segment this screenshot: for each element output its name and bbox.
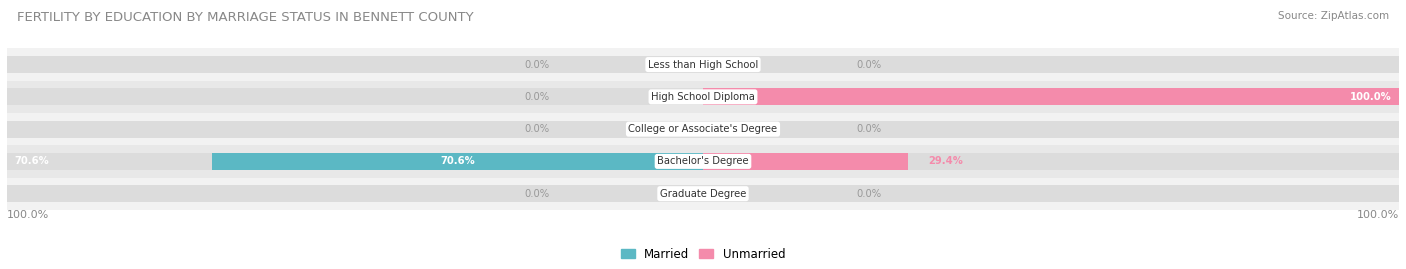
Bar — [703, 56, 1399, 73]
Bar — [7, 56, 703, 73]
Bar — [703, 121, 1399, 137]
Text: 100.0%: 100.0% — [1350, 92, 1392, 102]
Bar — [703, 153, 908, 170]
Text: 29.4%: 29.4% — [928, 156, 963, 167]
Text: 0.0%: 0.0% — [856, 189, 882, 199]
Text: Graduate Degree: Graduate Degree — [659, 189, 747, 199]
Text: Less than High School: Less than High School — [648, 59, 758, 70]
Text: 0.0%: 0.0% — [524, 92, 550, 102]
Bar — [7, 81, 1399, 113]
Text: 100.0%: 100.0% — [1357, 210, 1399, 220]
Legend: Married, Unmarried: Married, Unmarried — [616, 243, 790, 265]
Text: High School Diploma: High School Diploma — [651, 92, 755, 102]
Text: 0.0%: 0.0% — [524, 124, 550, 134]
Text: Source: ZipAtlas.com: Source: ZipAtlas.com — [1278, 11, 1389, 21]
Bar — [7, 145, 1399, 178]
Text: 0.0%: 0.0% — [524, 59, 550, 70]
Text: Bachelor's Degree: Bachelor's Degree — [657, 156, 749, 167]
Bar — [7, 89, 703, 105]
Bar — [7, 48, 1399, 81]
Bar — [703, 89, 1399, 105]
Bar — [7, 178, 1399, 210]
Text: 0.0%: 0.0% — [856, 59, 882, 70]
Text: 100.0%: 100.0% — [7, 210, 49, 220]
Bar — [7, 185, 703, 202]
Bar — [7, 113, 1399, 145]
Bar — [212, 153, 703, 170]
Text: FERTILITY BY EDUCATION BY MARRIAGE STATUS IN BENNETT COUNTY: FERTILITY BY EDUCATION BY MARRIAGE STATU… — [17, 11, 474, 24]
Bar — [703, 89, 1399, 105]
Text: 0.0%: 0.0% — [524, 189, 550, 199]
Text: 70.6%: 70.6% — [440, 156, 475, 167]
Text: 70.6%: 70.6% — [14, 156, 49, 167]
Bar — [703, 153, 1399, 170]
Bar — [703, 185, 1399, 202]
Bar — [7, 153, 703, 170]
Text: College or Associate's Degree: College or Associate's Degree — [628, 124, 778, 134]
Bar — [7, 121, 703, 137]
Text: 0.0%: 0.0% — [856, 124, 882, 134]
